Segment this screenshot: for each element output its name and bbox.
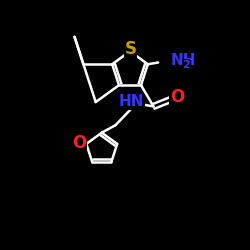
Text: 2: 2 — [182, 60, 190, 70]
Text: O: O — [170, 88, 184, 106]
Text: S: S — [124, 40, 136, 58]
Text: HN: HN — [118, 94, 144, 110]
Text: O: O — [72, 134, 86, 152]
Text: NH: NH — [171, 53, 196, 68]
